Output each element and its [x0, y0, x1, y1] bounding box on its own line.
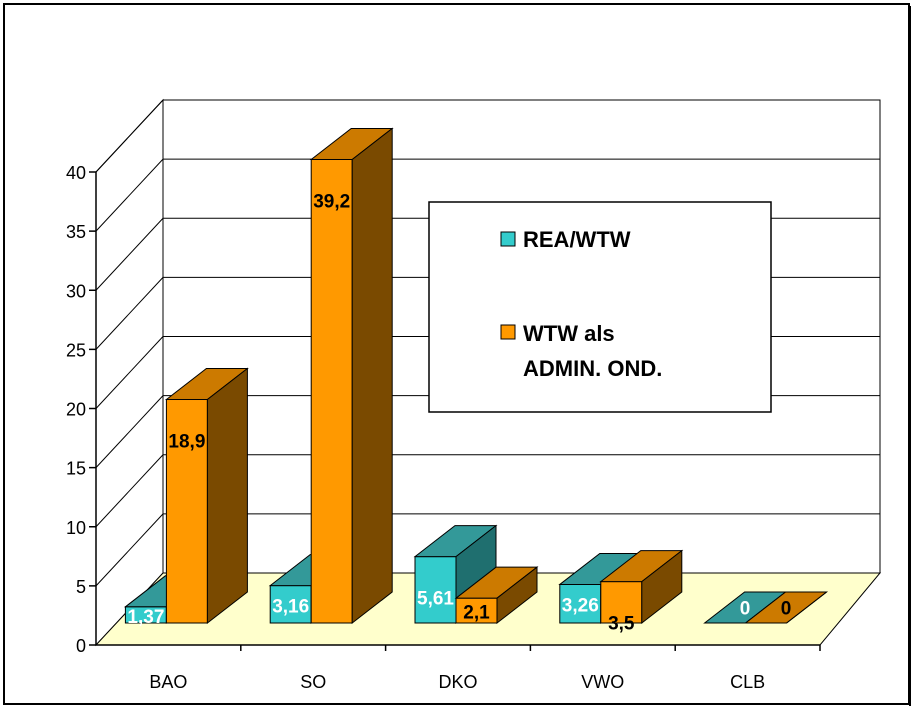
- bar-side: [351, 127, 393, 625]
- x-tick-label: DKO: [438, 672, 477, 692]
- data-label: 18,9: [168, 432, 205, 453]
- data-label: 5,61: [417, 589, 454, 610]
- legend-label-wtw-admin-line2: ADMIN. OND.: [523, 356, 662, 381]
- y-tick-label: 40: [66, 163, 86, 183]
- x-tick-label: VWO: [581, 672, 624, 692]
- gridline-depth: [95, 513, 164, 587]
- y-tick-label: 0: [76, 636, 86, 656]
- data-label: 3,16: [272, 596, 309, 617]
- legend-label-wtw-admin-line1: WTW als: [523, 321, 615, 346]
- bar-front: [310, 158, 353, 624]
- bar-side: [786, 591, 827, 624]
- data-label: 3,26: [562, 596, 599, 617]
- legend: REA/WTW WTW als ADMIN. OND.: [428, 201, 772, 413]
- bar-front: [269, 585, 312, 624]
- data-label: 0: [740, 599, 751, 620]
- gridline-depth: [95, 395, 164, 468]
- bar-front: [600, 581, 643, 624]
- bar-front: [559, 583, 602, 624]
- legend-swatch-wtw-admin: [500, 324, 516, 340]
- legend-label-rea-wtw: REA/WTW: [523, 227, 631, 252]
- data-label: 39,2: [313, 191, 350, 212]
- y-tick-label: 25: [66, 340, 86, 360]
- y-tick-label: 10: [66, 518, 86, 538]
- y-tick-label: 15: [66, 459, 86, 479]
- x-tick-label: CLB: [730, 672, 765, 692]
- y-tick-label: 20: [66, 400, 86, 420]
- data-label: 2,1: [463, 603, 490, 624]
- gridline-depth: [95, 217, 164, 291]
- y-tick-label: 35: [66, 222, 86, 242]
- gridline-depth: [95, 454, 164, 528]
- gridline-depth: [95, 277, 164, 350]
- data-label: 0: [781, 599, 792, 620]
- data-label: 3,5: [608, 614, 635, 635]
- y-tick-label: 5: [76, 577, 86, 597]
- legend-swatch-rea-wtw: [500, 231, 516, 247]
- bar-side: [206, 367, 248, 625]
- gridline-depth: [95, 158, 164, 232]
- y-tick-label: 30: [66, 281, 86, 301]
- bar-front: [165, 399, 208, 624]
- legend-box: [428, 201, 772, 413]
- gridline-depth: [95, 99, 164, 173]
- bar-side: [496, 566, 538, 625]
- x-tick-label: BAO: [149, 672, 187, 692]
- x-tick-label: SO: [300, 672, 326, 692]
- plot-area: 0 5 10 15 20 25 30 35 40 BAO 1,37 18,9 SO 3,16 39,2 DKO…: [66, 98, 882, 692]
- bar-side: [641, 549, 683, 625]
- gridline-depth: [95, 336, 164, 409]
- data-label: 1,37: [127, 607, 164, 628]
